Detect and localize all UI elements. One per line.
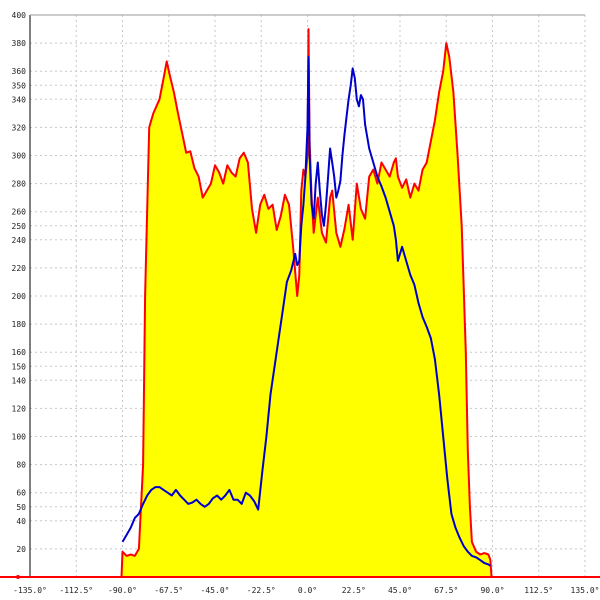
y-tick-label: 50 xyxy=(16,503,26,512)
y-tick-label: 80 xyxy=(16,461,26,470)
x-tick-label: 112.5° xyxy=(524,586,553,595)
y-tick-label: 360 xyxy=(12,67,27,76)
axis-origin-dot xyxy=(16,575,20,579)
x-tick-label: -67.5° xyxy=(154,586,183,595)
y-tick-label: 150 xyxy=(12,362,27,371)
y-tick-label: 340 xyxy=(12,95,27,104)
y-tick-label: 100 xyxy=(12,433,27,442)
y-tick-label: 250 xyxy=(12,222,27,231)
x-tick-label: -135.0° xyxy=(13,586,47,595)
y-tick-label: 350 xyxy=(12,81,27,90)
x-tick-label: -22.5° xyxy=(247,586,276,595)
y-tick-label: 280 xyxy=(12,180,27,189)
y-tick-label: 320 xyxy=(12,123,27,132)
y-tick-label: 300 xyxy=(12,152,27,161)
y-tick-label: 60 xyxy=(16,489,26,498)
x-tick-label: 135.0° xyxy=(571,586,600,595)
y-tick-label: 380 xyxy=(12,39,27,48)
y-tick-label: 400 xyxy=(12,11,27,20)
x-tick-label: -45.0° xyxy=(201,586,230,595)
y-tick-label: 40 xyxy=(16,517,26,526)
y-tick-label: 240 xyxy=(12,236,27,245)
y-tick-label: 160 xyxy=(12,348,27,357)
x-tick-label: 0.0° xyxy=(298,586,317,595)
series-layer xyxy=(30,28,585,578)
y-tick-label: 220 xyxy=(12,264,27,273)
x-tick-label: 90.0° xyxy=(480,586,504,595)
x-tick-label: -112.5° xyxy=(59,586,93,595)
y-tick-label: 200 xyxy=(12,292,27,301)
x-tick-label: 67.5° xyxy=(434,586,458,595)
axis-layer: -135.0° -112.5° -90.0° -67.5° -45.0° -22.5° 0.… xyxy=(0,11,600,595)
y-tick-label: 140 xyxy=(12,376,27,385)
x-tick-label: 45.0° xyxy=(388,586,412,595)
y-tick-label: 120 xyxy=(12,404,27,413)
x-tick-label: 22.5° xyxy=(342,586,366,595)
y-tick-label: 180 xyxy=(12,320,27,329)
y-tick-label: 20 xyxy=(16,545,26,554)
blue-series-line xyxy=(121,56,491,567)
series-area-fill xyxy=(30,29,585,578)
y-tick-label: 260 xyxy=(12,208,27,217)
x-tick-label: -90.0° xyxy=(108,586,137,595)
